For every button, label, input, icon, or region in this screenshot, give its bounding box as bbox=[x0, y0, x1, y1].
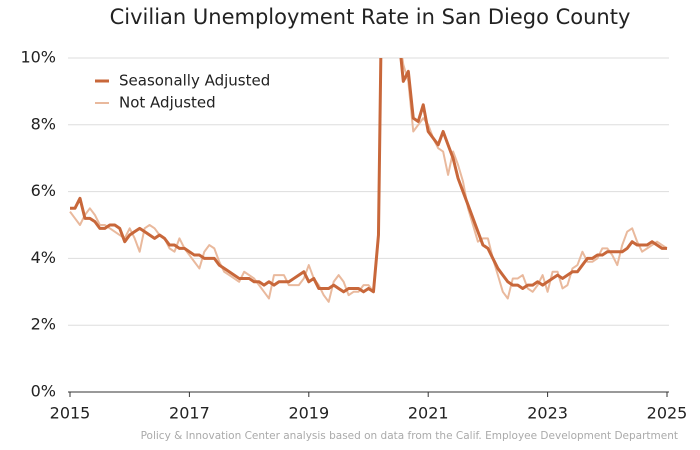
y-tick-label: 8% bbox=[31, 114, 56, 133]
series-line bbox=[69, 58, 668, 303]
x-tick-label: 2025 bbox=[647, 404, 688, 423]
x-tick-label: 2019 bbox=[288, 404, 329, 423]
x-tick-label: 2017 bbox=[169, 404, 210, 423]
y-tick-label: 4% bbox=[31, 248, 56, 267]
y-tick-label: 2% bbox=[31, 315, 56, 334]
chart-title: Civilian Unemployment Rate in San Diego … bbox=[110, 5, 631, 29]
legend-label: Not Adjusted bbox=[119, 94, 216, 112]
source-note: Policy & Innovation Center analysis base… bbox=[141, 430, 678, 442]
x-tick-label: 2023 bbox=[527, 404, 568, 423]
x-tick-label: 2015 bbox=[50, 404, 91, 423]
x-tick-label: 2021 bbox=[408, 404, 449, 423]
legend-label: Seasonally Adjusted bbox=[119, 72, 270, 90]
y-tick-label: 10% bbox=[20, 48, 56, 67]
series-group bbox=[69, 58, 668, 303]
series-line bbox=[70, 58, 667, 294]
y-tick-label: 0% bbox=[31, 382, 56, 401]
series-group bbox=[70, 58, 667, 294]
y-tick-label: 6% bbox=[31, 181, 56, 200]
